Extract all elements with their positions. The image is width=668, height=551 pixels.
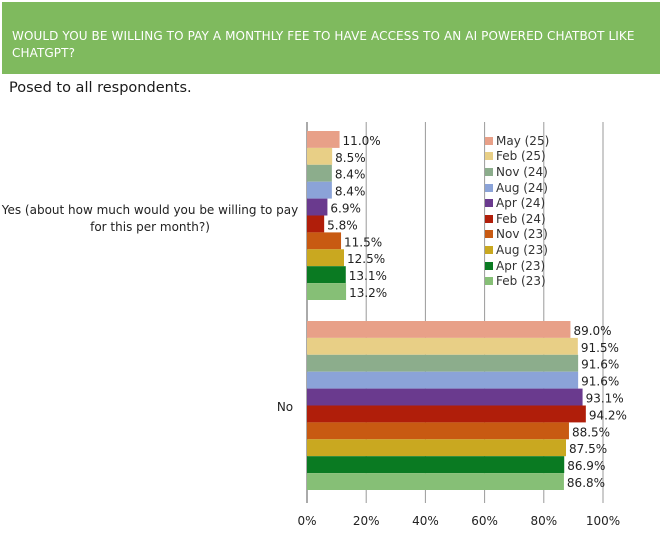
- legend-item: Feb (23): [485, 273, 549, 289]
- legend-label: Nov (24): [496, 164, 548, 179]
- chart-subtitle: Posed to all respondents.: [9, 80, 192, 96]
- data-label: 94.2%: [589, 408, 627, 422]
- x-tick-label: 60%: [471, 514, 498, 528]
- legend-item: Feb (24): [485, 211, 549, 227]
- bar: [307, 283, 347, 300]
- x-tick-label: 0%: [297, 514, 316, 528]
- bar: [307, 249, 344, 267]
- bar: [307, 321, 571, 338]
- legend-swatch: [485, 167, 493, 176]
- data-label: 88.5%: [572, 425, 610, 439]
- legend-swatch: [485, 199, 493, 208]
- bar: [307, 232, 342, 250]
- data-label: 8.4%: [335, 168, 366, 182]
- legend-item: Feb (25): [485, 149, 549, 165]
- data-label: 89.0%: [573, 324, 611, 338]
- legend-swatch: [485, 245, 493, 254]
- x-tick-label: 80%: [530, 514, 557, 528]
- legend-swatch: [485, 261, 493, 270]
- legend-item: Nov (24): [485, 164, 549, 180]
- data-label: 8.5%: [335, 151, 366, 165]
- legend-label: Feb (25): [496, 149, 546, 164]
- legend-swatch: [485, 183, 493, 192]
- data-label: 13.1%: [349, 269, 387, 283]
- x-tick-label: 20%: [353, 514, 380, 528]
- data-label: 86.9%: [567, 459, 605, 473]
- bar: [307, 181, 332, 199]
- legend-item: Nov (23): [485, 227, 549, 243]
- data-label: 8.4%: [335, 185, 366, 199]
- data-label: 13.2%: [349, 286, 387, 300]
- question-header: WOULD YOU BE WILLING TO PAY A MONTHLY FE…: [2, 2, 660, 74]
- data-label: 11.0%: [343, 134, 381, 148]
- legend-label: Apr (24): [496, 196, 546, 211]
- bar: [307, 131, 340, 148]
- x-tick-label: 100%: [586, 514, 620, 528]
- data-label: 5.8%: [327, 218, 358, 232]
- bar: [307, 456, 565, 474]
- chart-legend: May (25) Feb (25) Nov (24) Aug (24) Apr (24)…: [485, 133, 549, 289]
- category-label-yes: Yes (about how much would you be willing…: [1, 203, 299, 234]
- data-label: 91.6%: [581, 358, 619, 372]
- bar: [307, 371, 579, 389]
- data-label: 86.8%: [567, 476, 605, 490]
- bar: [307, 147, 333, 165]
- bar: [307, 405, 586, 423]
- legend-label: Feb (23): [496, 274, 546, 289]
- legend-swatch: [485, 136, 493, 145]
- legend-label: May (25): [496, 133, 550, 148]
- question-title: WOULD YOU BE WILLING TO PAY A MONTHLY FE…: [12, 29, 635, 60]
- bar: [307, 198, 328, 216]
- legend-item: Aug (24): [485, 180, 549, 196]
- bar: [307, 439, 566, 457]
- legend-swatch: [485, 214, 493, 223]
- data-label: 11.5%: [344, 235, 382, 249]
- legend-item: Apr (23): [485, 258, 549, 274]
- data-label: 91.6%: [581, 375, 619, 389]
- legend-label: Apr (23): [496, 258, 546, 273]
- data-label: 12.5%: [347, 252, 385, 266]
- bar: [307, 266, 346, 284]
- legend-label: Aug (23): [496, 242, 548, 257]
- legend-label: Aug (24): [496, 180, 548, 195]
- data-label: 93.1%: [586, 392, 624, 406]
- bar: [307, 337, 578, 355]
- bar: [307, 473, 564, 490]
- legend-swatch: [485, 152, 493, 161]
- category-label-no: No: [276, 400, 294, 414]
- bar: [307, 215, 325, 233]
- legend-label: Nov (23): [496, 227, 548, 242]
- data-label: 6.9%: [330, 202, 361, 216]
- legend-swatch: [485, 277, 493, 286]
- legend-swatch: [485, 230, 493, 239]
- data-label: 91.5%: [581, 341, 619, 355]
- legend-item: Aug (23): [485, 242, 549, 258]
- bar: [307, 422, 569, 440]
- bar: [307, 164, 332, 182]
- legend-label: Feb (24): [496, 211, 546, 226]
- x-tick-label: 40%: [412, 514, 439, 528]
- bar: [307, 388, 583, 406]
- legend-item: May (25): [485, 133, 549, 149]
- legend-item: Apr (24): [485, 195, 549, 211]
- bar: [307, 354, 579, 372]
- data-label: 87.5%: [569, 442, 607, 456]
